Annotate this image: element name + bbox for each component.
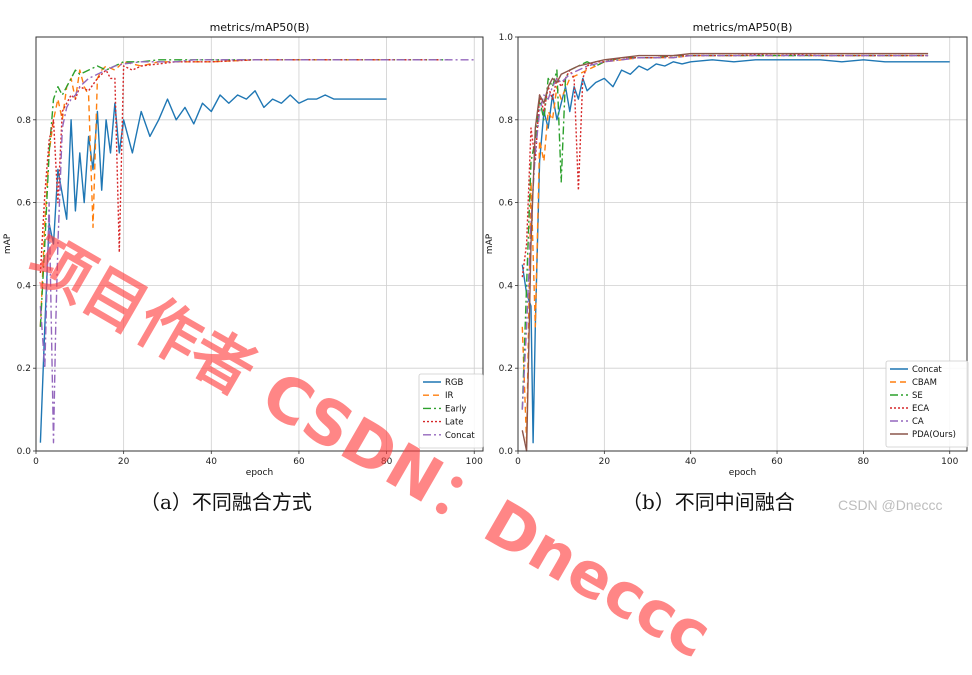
site-watermark: CSDN @Dneccc: [838, 497, 943, 513]
y-tick-label: 0.2: [499, 364, 513, 374]
y-tick-label: 0.0: [17, 447, 32, 457]
chart-title: metrics/mAP50(B): [210, 21, 310, 34]
x-tick-label: 0: [33, 457, 39, 467]
series-line-eca: [521, 52, 929, 278]
chart-title: metrics/mAP50(B): [693, 21, 793, 34]
x-tick-label: 100: [466, 457, 483, 467]
x-axis-label: epoch: [729, 468, 756, 478]
y-tick-label: 1.0: [499, 33, 514, 43]
x-tick-label: 80: [858, 457, 870, 467]
x-tick-label: 20: [118, 457, 130, 467]
caption-b: （b）不同中间融合: [622, 490, 795, 514]
x-tick-label: 20: [599, 457, 611, 467]
x-tick-label: 0: [515, 457, 521, 467]
y-axis-label: mAP: [3, 233, 13, 254]
legend-label: Concat: [912, 365, 942, 375]
series-line-concat: [521, 59, 950, 444]
figure: 0 20 40 60 80 100 0.0 0.2 0.4 0.6 0.8 metrics/mAP50…: [3, 21, 969, 478]
series-line-concat: [39, 59, 475, 444]
x-tick-label: 60: [293, 457, 305, 467]
x-tick-label: 60: [771, 457, 783, 467]
y-axis-label: mAP: [485, 233, 495, 254]
legend-label: IR: [445, 391, 454, 401]
chart-a: 0 20 40 60 80 100 0.0 0.2 0.4 0.6 0.8 metrics/mAP50…: [3, 21, 484, 478]
legend-label: CA: [912, 417, 924, 427]
chart-b: 0 20 40 60 80 100 0.0 0.2 0.4 0.6 0.8 1.0 metrics/mA…: [485, 21, 969, 478]
legend-label: ECA: [912, 404, 929, 414]
x-axis-label: epoch: [246, 468, 273, 478]
series-line-pda-ours-: [521, 52, 929, 452]
plot-frame: [35, 36, 484, 452]
x-tick-label: 100: [941, 457, 958, 467]
y-tick-label: 0.0: [499, 447, 514, 457]
x-tick-label: 40: [206, 457, 218, 467]
legend-box: [418, 373, 484, 449]
y-tick-label: 0.6: [499, 199, 514, 209]
plot-frame: [517, 36, 968, 452]
series-line-se: [521, 54, 929, 410]
y-tick-label: 0.4: [499, 281, 514, 291]
y-tick-label: 0.2: [17, 364, 31, 374]
y-tick-label: 0.8: [499, 116, 514, 126]
legend-label: SE: [912, 391, 923, 401]
x-tick-label: 80: [381, 457, 393, 467]
series-line-rgb: [39, 90, 387, 443]
y-tick-label: 0.4: [17, 281, 32, 291]
legend-label: Concat: [445, 431, 475, 441]
legend-label: Early: [445, 404, 466, 414]
legend-label: Late: [445, 418, 464, 428]
series-line-cbam: [521, 54, 929, 444]
legend-box: [885, 360, 969, 448]
legend-label: RGB: [445, 378, 463, 388]
series-line-ir: [39, 59, 387, 327]
legend-label: PDA(Ours): [912, 430, 956, 440]
y-tick-label: 0.8: [17, 116, 32, 126]
series-line-ca: [521, 54, 929, 410]
legend-label: CBAM: [912, 378, 937, 388]
y-tick-label: 0.6: [17, 199, 32, 209]
x-tick-label: 40: [685, 457, 697, 467]
caption-a: （a）不同融合方式: [140, 490, 312, 514]
